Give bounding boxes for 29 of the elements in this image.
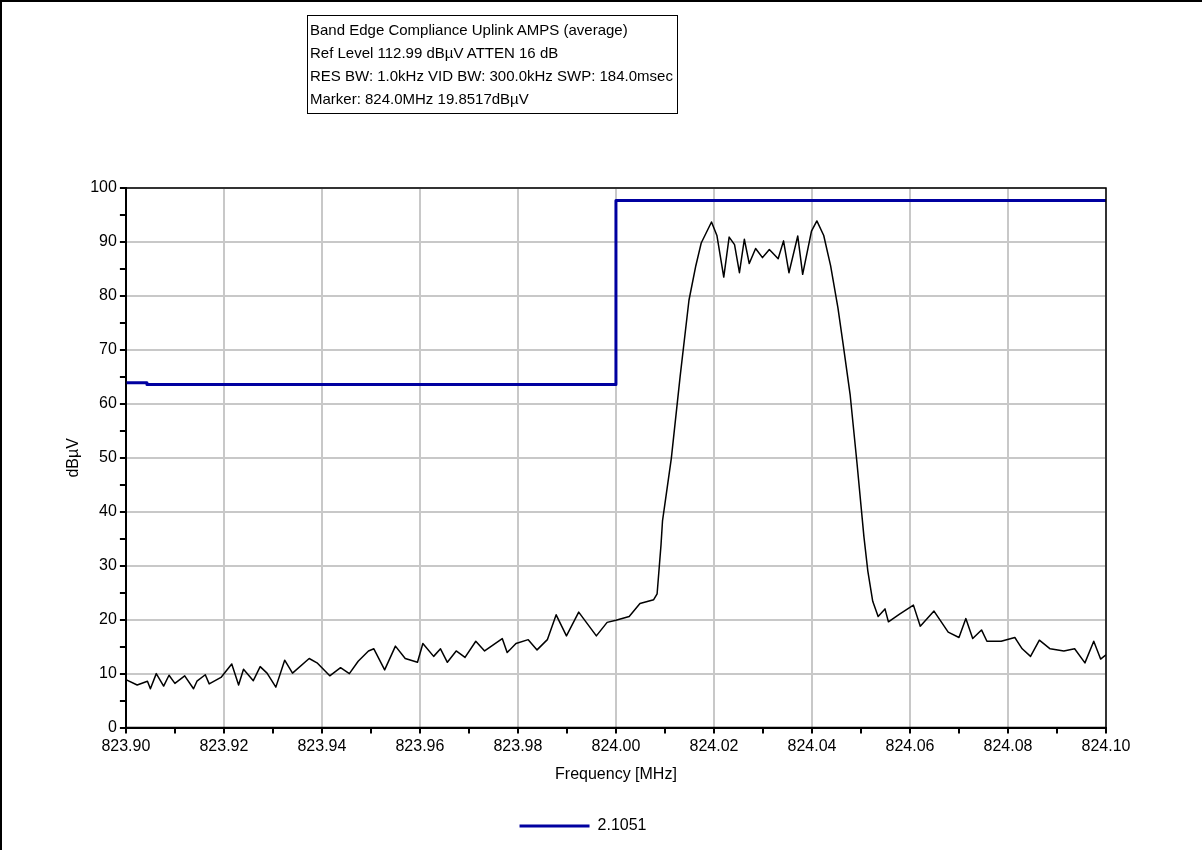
y-tick-label: 50 (99, 448, 117, 466)
text: Ref Level 112.99 dBµV ATTEN 16 dB (310, 43, 560, 63)
x-tick-label: 824.02 (689, 736, 739, 754)
text: RES BW: 1.0kHz VID BW: 300.0kHz SWP: 184.0msec (310, 66, 673, 86)
x-tick-label: 824.06 (885, 736, 935, 754)
x-tick-label: 823.90 (101, 736, 151, 754)
y-tick-label: 40 (99, 502, 117, 520)
y-tick-label: 70 (99, 340, 117, 358)
y-tick-label: 80 (99, 286, 117, 304)
x-tick-label: 823.92 (199, 736, 249, 754)
legend-label: 2.1051 (597, 816, 647, 834)
x-tick-label: 824.00 (591, 736, 641, 754)
text: Marker: 824.0MHz 19.8517dBµV (310, 89, 530, 109)
x-tick-label: 823.98 (493, 736, 543, 754)
y-tick-label: 30 (99, 556, 117, 574)
x-tick-label: 824.04 (787, 736, 837, 754)
y-tick-label: 20 (99, 610, 117, 628)
chart-title: Band Edge Compliance Uplink AMPS (average) (310, 20, 629, 40)
x-tick-label: 824.08 (983, 736, 1033, 754)
y-tick-label: 0 (107, 718, 117, 736)
x-axis-title: Frequency [MHz] (555, 764, 677, 782)
y-tick-label: 90 (99, 232, 117, 250)
y-tick-label: 60 (99, 394, 117, 412)
x-tick-label: 823.96 (395, 736, 445, 754)
y-tick-label: 100 (90, 178, 117, 196)
x-tick-label: 823.94 (297, 736, 347, 754)
x-tick-label: 824.10 (1081, 736, 1131, 754)
y-tick-label: 10 (99, 664, 117, 682)
y-axis-title: dBµV (64, 437, 82, 478)
